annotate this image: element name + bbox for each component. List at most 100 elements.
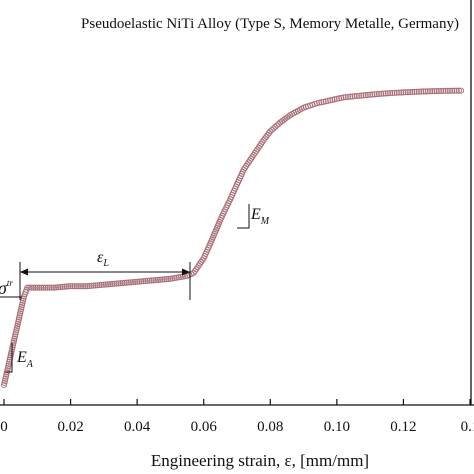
data-point <box>121 279 128 286</box>
data-point <box>57 284 64 291</box>
data-point <box>165 275 172 283</box>
e-a-triangle <box>5 343 13 373</box>
data-point <box>435 87 442 95</box>
data-point <box>71 283 78 290</box>
data-point <box>102 281 109 288</box>
data-point <box>100 281 107 288</box>
data-point <box>123 279 130 286</box>
data-point <box>119 279 126 287</box>
data-point <box>444 87 451 94</box>
data-point <box>40 284 47 291</box>
data-point <box>418 88 425 95</box>
data-point <box>65 283 72 290</box>
data-point <box>55 284 62 291</box>
data-point <box>156 276 164 283</box>
data-point <box>411 88 418 95</box>
data-point <box>173 274 180 281</box>
data-point <box>92 282 99 289</box>
data-point <box>420 88 427 95</box>
data-point <box>342 94 349 101</box>
data-point <box>134 278 141 285</box>
data-point <box>67 283 74 290</box>
data-point <box>144 277 151 284</box>
data-point <box>329 96 336 103</box>
x-tick-label: 0.02 <box>57 419 83 435</box>
data-point <box>393 89 400 96</box>
chart-title: Pseudoelastic NiTi Alloy (Type S, Memory… <box>81 16 459 32</box>
data-point <box>44 284 51 291</box>
eps-l-dimension <box>19 262 191 300</box>
data-point <box>382 90 389 97</box>
data-point <box>61 283 68 290</box>
data-point <box>127 279 134 286</box>
data-point <box>344 93 352 100</box>
data-point <box>318 99 325 106</box>
data-point <box>265 130 273 137</box>
data-point <box>98 281 105 288</box>
data-point <box>117 280 124 287</box>
data-point <box>84 283 91 290</box>
data-point <box>113 280 120 287</box>
data-point <box>82 283 89 290</box>
x-axis-label: Engineering strain, ε, [mm/mm] <box>151 451 369 470</box>
x-tick-label: 0.06 <box>191 419 218 435</box>
data-point <box>30 284 37 291</box>
x-tick-label: 0 <box>0 419 8 435</box>
data-point <box>458 87 465 94</box>
data-point <box>422 88 429 95</box>
data-point <box>148 277 155 284</box>
data-point <box>28 284 35 291</box>
data-point <box>152 277 159 284</box>
data-point <box>442 87 449 94</box>
data-point <box>358 92 365 99</box>
data-point <box>353 92 360 100</box>
data-point <box>438 87 445 94</box>
data-point <box>340 94 347 101</box>
data-point <box>373 91 380 98</box>
x-tick-label: 0.04 <box>124 419 151 435</box>
data-point <box>402 89 409 96</box>
data-point <box>36 284 43 291</box>
data-point <box>26 284 33 291</box>
data-points <box>0 87 465 389</box>
data-point <box>362 92 369 99</box>
data-point <box>327 97 334 104</box>
eps-l-label: εL <box>97 249 109 269</box>
x-tick-label: 0.12 <box>390 419 416 435</box>
x-ticks: 0 0.02 0.04 0.06 0.08 0.10 0.12 0.1 <box>0 399 474 435</box>
data-point <box>132 278 139 285</box>
data-point <box>34 284 41 291</box>
data-point <box>371 91 378 98</box>
data-point <box>50 284 57 291</box>
data-point <box>73 283 80 290</box>
eps-l-arrowhead-left <box>20 268 28 276</box>
data-point <box>387 90 394 97</box>
data-point <box>451 87 458 94</box>
data-point <box>138 278 145 285</box>
data-point <box>150 277 157 284</box>
data-point <box>407 89 414 96</box>
sigma-tr-label: σtr <box>0 278 13 298</box>
data-point <box>446 87 454 94</box>
data-point <box>398 89 405 96</box>
x-tick-label: 0.10 <box>324 419 350 435</box>
data-point <box>324 97 332 104</box>
data-point <box>355 92 363 99</box>
data-point <box>80 283 87 290</box>
data-point <box>107 281 114 288</box>
data-point <box>59 283 66 290</box>
data-point <box>409 88 416 96</box>
e-m-label: EM <box>250 206 270 227</box>
data-point <box>146 277 153 284</box>
data-point <box>320 98 327 105</box>
data-point <box>142 277 149 285</box>
data-point <box>88 282 95 289</box>
data-point <box>347 93 354 100</box>
data-point <box>331 96 338 103</box>
data-point <box>391 89 398 96</box>
e-m-triangle <box>237 204 250 229</box>
data-point <box>69 283 76 290</box>
data-point <box>433 88 440 95</box>
data-point <box>380 90 387 97</box>
data-point <box>111 280 118 287</box>
